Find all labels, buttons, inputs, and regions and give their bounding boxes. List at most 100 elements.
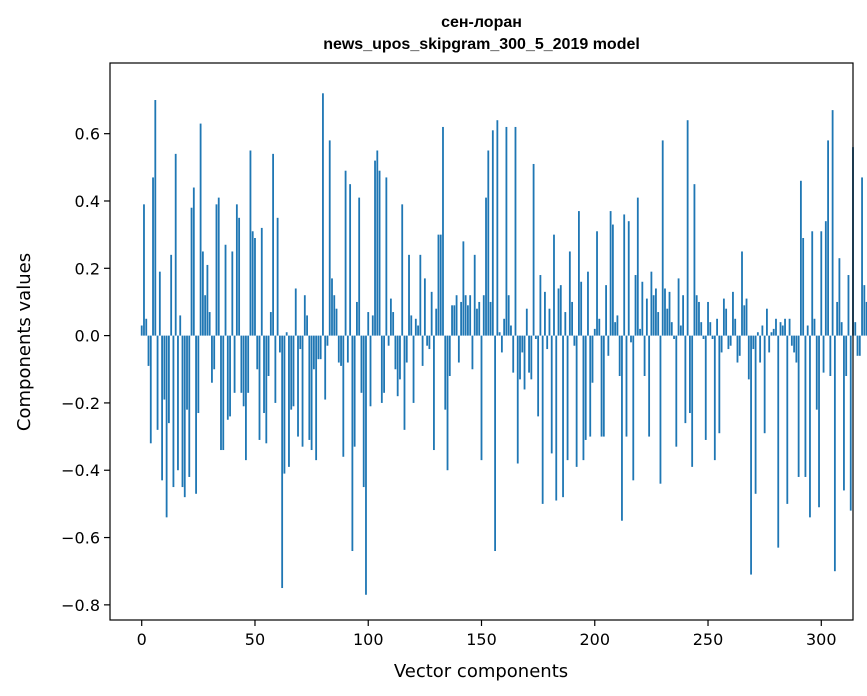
bar-161	[505, 126, 508, 336]
bar-218	[634, 275, 637, 336]
bar-118	[408, 254, 410, 336]
bar-298	[815, 335, 818, 410]
bar-226	[652, 295, 655, 336]
bar-185	[559, 285, 562, 336]
bar-39	[229, 335, 231, 417]
bar-179	[546, 335, 549, 350]
bar-144	[467, 305, 469, 336]
bar-96	[358, 197, 361, 336]
bar-236	[675, 335, 678, 447]
bar-103	[374, 160, 376, 336]
bar-156	[494, 335, 496, 552]
bar-46	[245, 335, 247, 461]
bar-90	[344, 170, 347, 336]
bar-108	[385, 177, 388, 336]
bar-318	[861, 177, 863, 336]
bar-320	[865, 301, 867, 336]
bar-288	[793, 335, 796, 353]
bar-195	[582, 335, 585, 461]
x-tick-label: 50	[245, 630, 265, 649]
bar-256	[720, 335, 723, 353]
bar-235	[673, 335, 675, 339]
bar-319	[863, 285, 866, 336]
bar-297	[813, 318, 816, 336]
bar-111	[392, 312, 395, 336]
bar-171	[528, 335, 530, 373]
bar-246	[698, 301, 700, 336]
bar-61	[278, 335, 281, 353]
bar-150	[480, 335, 483, 461]
bar-273	[759, 335, 762, 363]
bar-28	[204, 295, 207, 336]
y-tick-label: 0.4	[75, 192, 100, 211]
bar-220	[639, 328, 641, 336]
bar-147	[473, 254, 476, 336]
bar-106	[380, 335, 383, 403]
bar-285	[786, 335, 789, 504]
bar-293	[804, 335, 807, 477]
bar-14	[172, 335, 175, 488]
bar-233	[668, 291, 671, 336]
bar-11	[165, 335, 168, 518]
bar-33	[215, 204, 218, 336]
bar-222	[643, 335, 646, 376]
x-tick-label: 200	[579, 630, 610, 649]
bar-300	[820, 231, 823, 336]
bar-193	[578, 211, 580, 336]
bar-135	[446, 335, 449, 471]
y-tick-label: −0.8	[61, 596, 100, 615]
bar-110	[389, 298, 392, 336]
bar-0	[140, 325, 143, 336]
bar-101	[369, 335, 372, 407]
bar-310	[843, 335, 845, 491]
bar-217	[632, 335, 635, 481]
bar-191	[573, 335, 576, 346]
bar-142	[462, 241, 465, 336]
bar-113	[396, 335, 399, 397]
bar-65	[288, 335, 290, 467]
bar-26	[199, 123, 202, 336]
bar-251	[709, 322, 712, 336]
bar-160	[503, 318, 506, 336]
bar-27	[201, 251, 204, 336]
bar-210	[616, 315, 619, 336]
bar-120	[412, 335, 415, 403]
bar-123	[419, 254, 422, 336]
bar-93	[351, 335, 354, 552]
bar-227	[655, 288, 657, 336]
bar-64	[285, 332, 288, 336]
bar-52	[258, 335, 261, 440]
bar-129	[433, 335, 435, 451]
bar-163	[510, 325, 512, 336]
bar-45	[242, 335, 245, 407]
bar-168	[521, 335, 524, 353]
bar-87	[337, 335, 340, 363]
bar-258	[725, 308, 728, 336]
bar-271	[754, 335, 757, 494]
bar-198	[589, 335, 592, 437]
bar-182	[553, 234, 555, 336]
x-tick-label: 250	[693, 630, 724, 649]
bar-260	[729, 335, 732, 346]
bar-55	[265, 335, 268, 444]
x-tick-label: 0	[137, 630, 147, 649]
bar-31	[211, 335, 213, 383]
bar-205	[605, 285, 607, 336]
bar-253	[713, 335, 716, 461]
bar-215	[627, 221, 630, 336]
bars-group	[140, 93, 867, 595]
bar-128	[430, 291, 433, 336]
bar-301	[822, 335, 825, 373]
bar-100	[367, 312, 370, 336]
bar-125	[423, 278, 426, 336]
bar-115	[401, 204, 404, 336]
bar-250	[707, 301, 709, 336]
chart-title-line-1: сен-лоран	[441, 14, 522, 31]
bar-84	[331, 278, 333, 336]
bar-159	[500, 335, 503, 353]
bar-232	[666, 308, 669, 336]
bar-173	[532, 163, 535, 336]
bar-313	[849, 335, 852, 511]
bar-22	[190, 207, 193, 336]
bar-267	[745, 298, 748, 336]
